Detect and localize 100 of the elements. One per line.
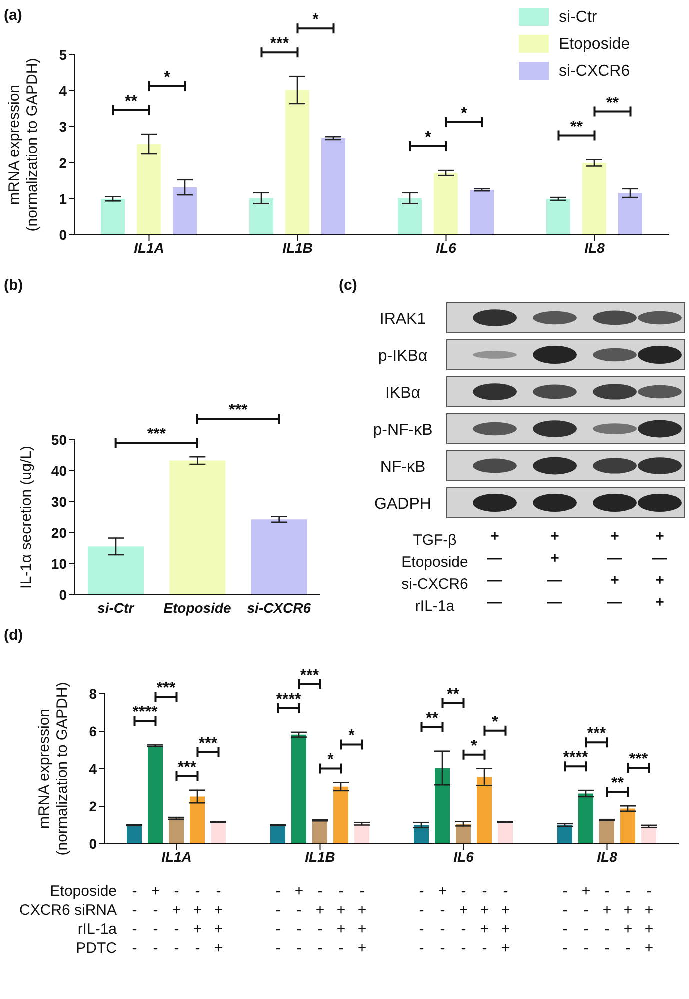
annotation: ** <box>612 775 625 792</box>
bar <box>470 190 494 235</box>
y-tick-label: 50 <box>51 432 68 448</box>
annotation: * <box>471 738 478 755</box>
text: - - - - + - - - - + - - - - + - - - - + <box>132 940 654 957</box>
bar <box>148 746 163 844</box>
bar <box>190 796 205 844</box>
category-label: NF-κB <box>380 459 426 476</box>
annotation: * <box>425 130 432 147</box>
bar <box>435 768 450 844</box>
bar <box>250 198 274 235</box>
category-label: IKBα <box>385 385 421 402</box>
annotation: ** <box>125 94 138 111</box>
bar <box>312 820 328 844</box>
text: rIL-1a <box>415 598 456 615</box>
text: CXCR6 siRNA <box>19 902 117 919</box>
category-label: p-NF-κB <box>373 422 433 439</box>
bar <box>88 546 144 595</box>
x-tick-label: IL1B <box>282 240 313 256</box>
annotation: *** <box>178 759 198 776</box>
y-tick-label: 0 <box>59 226 68 243</box>
x-tick-label: si-CXCR6 <box>247 600 312 616</box>
x-tick-label: IL1A <box>134 240 164 256</box>
legend-label: si-Ctr <box>559 9 598 26</box>
text: — + — — <box>488 550 668 567</box>
chart-title: (b) <box>4 277 24 294</box>
bar <box>354 824 370 844</box>
y-tick-label: 6 <box>89 723 98 740</box>
text: - - - + + - - - + + - - - + + - - - + + <box>132 921 654 938</box>
x-tick-label: IL8 <box>597 848 618 865</box>
x-tick-label: IL6 <box>454 848 474 865</box>
bar <box>398 198 422 235</box>
text: *** <box>300 667 320 684</box>
text: si-CXCR6 <box>402 576 468 593</box>
y-tick-label: 10 <box>51 556 68 572</box>
text: TGF-β <box>413 532 458 549</box>
bar <box>558 825 572 844</box>
bar <box>322 138 346 235</box>
annotation: ** <box>606 94 620 112</box>
y-tick-label: 3 <box>59 118 68 135</box>
bar <box>101 199 125 235</box>
category-label: p-IKBα <box>378 348 428 365</box>
bar <box>334 786 348 844</box>
text: - + - - - - + - - - - + - - - - + - - - <box>132 883 652 900</box>
y-tick-label: 0 <box>89 836 98 852</box>
bar <box>251 520 308 595</box>
x-tick-label: IL6 <box>436 240 457 256</box>
x-tick-label: Etoposide <box>164 600 232 616</box>
bar <box>600 820 614 844</box>
y-axis-title: mRNA expression (normalization to GAPDH) <box>6 58 41 232</box>
text: (c) <box>339 277 358 294</box>
annotation: ** <box>426 710 440 728</box>
bar <box>169 818 184 844</box>
bar <box>582 163 606 235</box>
bar <box>546 199 570 235</box>
annotation: ** <box>570 118 584 136</box>
annotation: **** <box>563 750 589 767</box>
y-tick-label: 0 <box>59 586 68 603</box>
text: Etoposide <box>402 554 468 571</box>
text: rIL-1a <box>78 921 118 938</box>
text: * <box>312 12 320 29</box>
x-tick-label: si-Ctr <box>98 600 136 616</box>
y-tick-label: 20 <box>51 524 68 541</box>
annotation: ** <box>447 686 460 704</box>
bar <box>620 808 636 844</box>
text: Etoposide <box>50 883 117 900</box>
annotation: * <box>164 70 172 87</box>
y-tick-label: 40 <box>51 462 68 479</box>
bar <box>270 825 286 844</box>
legend-label: si-CXCR6 <box>559 63 630 80</box>
text: - - + + + - - + + + - - + + + - - + + + <box>132 902 654 919</box>
annotation: *** <box>156 680 176 698</box>
y-tick-label: 2 <box>59 154 68 171</box>
annotation: **** <box>132 704 158 722</box>
x-tick-label: IL8 <box>584 240 606 256</box>
x-tick-label: IL1A <box>162 848 192 865</box>
category-label: IRAK1 <box>380 311 426 328</box>
annotation: *** <box>587 726 607 743</box>
y-axis-title: IL-1α secretion (ug/L) <box>18 446 35 589</box>
y-tick-label: 8 <box>89 686 98 702</box>
annotation: **** <box>276 691 302 708</box>
bar <box>211 822 226 844</box>
category-label: GADPH <box>374 496 432 513</box>
chart-title: (d) <box>4 627 24 644</box>
bar <box>618 193 642 235</box>
bar <box>477 777 492 844</box>
y-tick-label: 2 <box>89 798 98 814</box>
text: *** <box>270 36 290 53</box>
bar <box>578 794 594 844</box>
text: *** <box>228 402 248 420</box>
annotation: * <box>492 714 500 731</box>
text: PDTC <box>76 940 118 957</box>
chart-title: (a) <box>4 7 22 24</box>
bar <box>170 460 226 595</box>
bar <box>173 187 197 235</box>
bar <box>286 90 310 235</box>
legend-label: Etoposide <box>559 36 630 53</box>
text: + + + + <box>490 528 664 545</box>
x-tick-label: IL1B <box>305 848 336 865</box>
y-tick-label: 4 <box>89 760 98 777</box>
